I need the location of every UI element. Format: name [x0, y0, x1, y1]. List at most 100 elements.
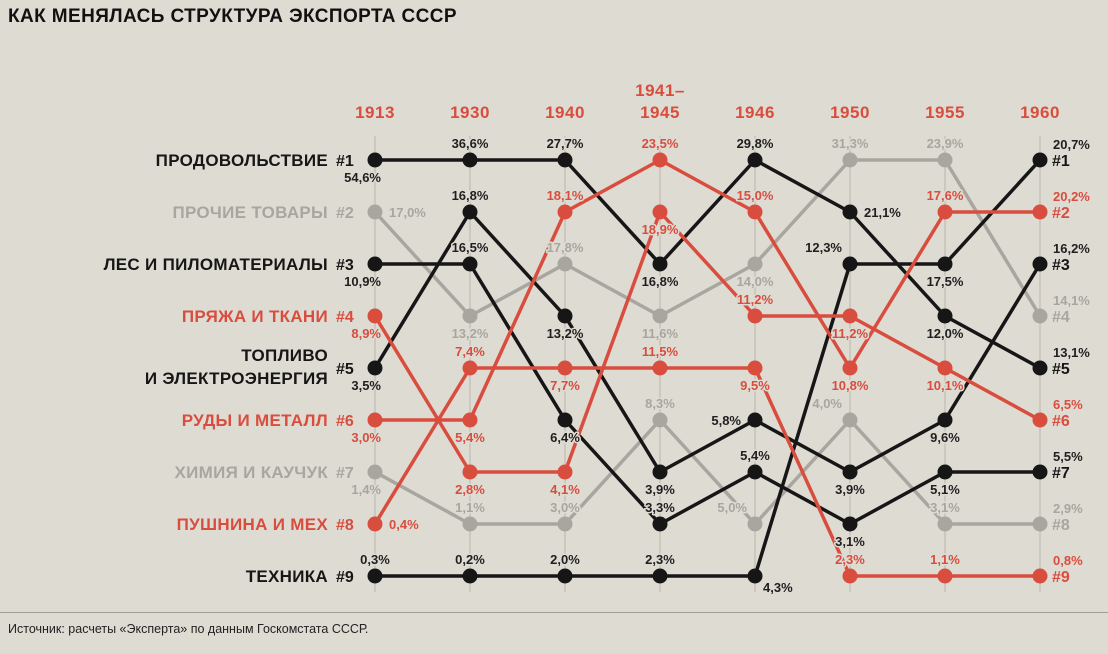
value-label-ores-metals: 10,8% — [832, 378, 869, 393]
rank-badge-right-fuel-energy: #3 — [1052, 257, 1070, 274]
value-label-furs: 9,5% — [740, 378, 770, 393]
value-label-chemicals-rubber: 8,3% — [645, 396, 675, 411]
value-label-timber: 3,3% — [645, 500, 675, 515]
data-point-chemicals-rubber — [842, 412, 858, 428]
rank-badge-left-chemicals-rubber: #7 — [336, 465, 354, 482]
value-label-yarn-textiles: 11,2% — [737, 292, 774, 307]
data-point-ores-metals — [842, 360, 858, 376]
value-label-timber: 5,1% — [930, 482, 960, 497]
year-label: 1930 — [450, 103, 490, 122]
value-label-ores-metals: 18,1% — [547, 188, 584, 203]
value-label-other-goods: 13,2% — [452, 326, 489, 341]
value-label-other-goods: 14,1% — [1053, 293, 1090, 308]
data-point-chemicals-rubber — [367, 464, 383, 480]
rank-badge-left-yarn-textiles: #4 — [336, 309, 354, 326]
series-line-food — [375, 158, 1041, 370]
value-label-fuel-energy: 3,5% — [351, 378, 381, 393]
value-label-yarn-textiles: 8,9% — [351, 326, 381, 341]
value-label-machinery: 2,0% — [550, 552, 580, 567]
value-label-machinery: 0,3% — [360, 552, 390, 567]
category-label-ores-metals: РУДЫ И МЕТАЛЛ — [182, 411, 328, 430]
value-label-furs: 0,8% — [1053, 553, 1083, 568]
value-label-food: 12,0% — [927, 326, 964, 341]
data-point-machinery — [842, 256, 858, 272]
value-label-other-goods: 14,0% — [737, 274, 774, 289]
data-point-machinery — [462, 568, 478, 584]
data-point-other-goods — [747, 256, 763, 272]
data-point-yarn-textiles — [652, 204, 668, 220]
data-point-fuel-energy — [1032, 256, 1048, 272]
data-point-yarn-textiles — [557, 464, 573, 480]
data-point-ores-metals — [747, 204, 763, 220]
data-point-food — [1032, 360, 1048, 376]
data-point-other-goods — [652, 308, 668, 324]
data-point-fuel-energy — [462, 204, 478, 220]
data-point-chemicals-rubber — [1032, 516, 1048, 532]
value-label-furs: 7,4% — [455, 344, 485, 359]
value-label-yarn-textiles: 18,9% — [642, 222, 679, 237]
rank-badge-left-fuel-energy: #5 — [336, 361, 354, 378]
data-point-furs — [652, 360, 668, 376]
rank-badge-right-food: #5 — [1052, 361, 1070, 378]
data-point-timber — [367, 256, 383, 272]
data-point-food — [747, 152, 763, 168]
value-label-yarn-textiles: 2,8% — [455, 482, 485, 497]
data-point-fuel-energy — [652, 464, 668, 480]
value-label-furs: 7,7% — [550, 378, 580, 393]
category-label-fuel-energy: ТОПЛИВО — [241, 346, 328, 365]
value-label-food: 13,1% — [1053, 345, 1090, 360]
rank-badge-left-other-goods: #2 — [336, 205, 354, 222]
rank-badge-left-ores-metals: #6 — [336, 413, 354, 430]
data-point-yarn-textiles — [842, 308, 858, 324]
data-point-other-goods — [842, 152, 858, 168]
category-label-furs: ПУШНИНА И МЕХ — [177, 515, 329, 534]
value-label-ores-metals: 3,0% — [351, 430, 381, 445]
category-label-yarn-textiles: ПРЯЖА И ТКАНИ — [182, 307, 328, 326]
rank-badge-right-machinery: #1 — [1052, 153, 1070, 170]
value-label-fuel-energy: 9,6% — [930, 430, 960, 445]
value-label-fuel-energy: 5,8% — [711, 413, 741, 428]
data-point-timber — [652, 516, 668, 532]
value-label-fuel-energy: 16,8% — [452, 188, 489, 203]
data-point-machinery — [1032, 152, 1048, 168]
data-point-timber — [557, 412, 573, 428]
rank-badge-left-furs: #8 — [336, 517, 354, 534]
series-line-timber — [375, 262, 1040, 526]
series-line-furs — [373, 366, 1040, 578]
value-label-timber: 5,5% — [1053, 449, 1083, 464]
value-label-fuel-energy: 16,2% — [1053, 241, 1090, 256]
value-label-food: 36,6% — [452, 136, 489, 151]
value-label-yarn-textiles: 6,5% — [1053, 397, 1083, 412]
value-label-furs: 0,4% — [389, 517, 419, 532]
data-point-ores-metals — [1032, 204, 1048, 220]
value-label-food: 16,8% — [642, 274, 679, 289]
data-point-other-goods — [367, 204, 383, 220]
year-label: 1960 — [1020, 103, 1060, 122]
value-label-ores-metals: 17,6% — [927, 188, 964, 203]
value-label-chemicals-rubber: 5,0% — [717, 500, 747, 515]
value-label-furs: 1,1% — [930, 552, 960, 567]
value-label-yarn-textiles: 11,2% — [832, 326, 869, 341]
value-label-chemicals-rubber: 1,1% — [455, 500, 485, 515]
rank-badge-left-machinery: #9 — [336, 569, 354, 586]
rank-badge-right-ores-metals: #2 — [1052, 205, 1070, 222]
value-label-furs: 11,5% — [642, 344, 679, 359]
rank-badge-left-food: #1 — [336, 153, 354, 170]
data-point-furs — [1032, 568, 1048, 584]
data-point-timber — [747, 464, 763, 480]
value-label-fuel-energy: 3,9% — [835, 482, 865, 497]
value-label-other-goods: 17,0% — [389, 205, 426, 220]
category-label-fuel-energy: И ЭЛЕКТРОЭНЕРГИЯ — [145, 369, 328, 388]
value-label-food: 54,6% — [344, 170, 381, 185]
data-point-food — [937, 308, 953, 324]
data-point-furs — [557, 360, 573, 376]
data-point-machinery — [937, 256, 953, 272]
data-point-food — [557, 152, 573, 168]
rank-badge-right-furs: #9 — [1052, 569, 1070, 586]
data-point-chemicals-rubber — [747, 516, 763, 532]
data-point-ores-metals — [557, 204, 573, 220]
value-label-food: 21,1% — [864, 205, 901, 220]
category-label-other-goods: ПРОЧИЕ ТОВАРЫ — [172, 203, 328, 222]
category-label-timber: ЛЕС И ПИЛОМАТЕРИАЛЫ — [104, 255, 328, 274]
